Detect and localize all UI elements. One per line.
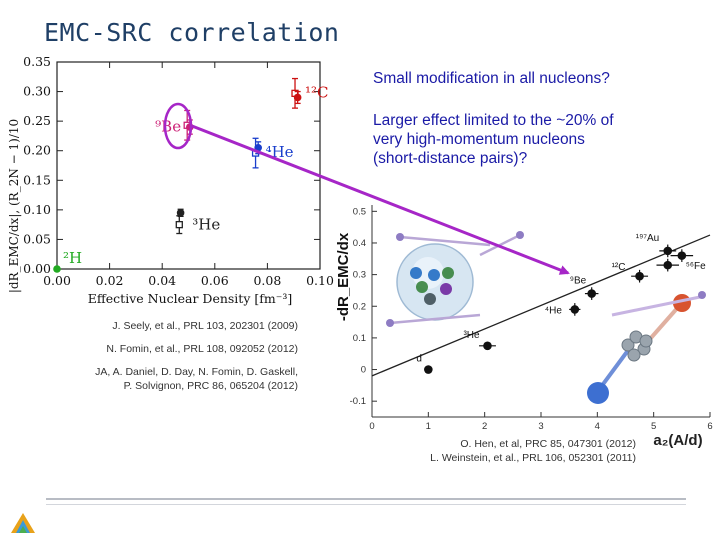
right-data-point bbox=[483, 341, 492, 351]
right-point-label: ¹²C bbox=[612, 262, 626, 273]
footer-divider bbox=[46, 498, 686, 500]
knocked-nucleon-icon bbox=[587, 382, 609, 404]
hypothesis-note: Larger effect limited to the ~20% of ver… bbox=[373, 111, 614, 168]
left-point-label: ³He bbox=[192, 216, 220, 234]
footer-divider-thin bbox=[46, 504, 686, 505]
right-ytick-label: -0.1 bbox=[350, 396, 366, 407]
left-r2n-point bbox=[186, 123, 194, 131]
left-ytick-label: 0.20 bbox=[23, 143, 51, 158]
left-emc-point bbox=[175, 220, 183, 229]
right-point-label: ³He bbox=[463, 330, 480, 341]
hypothesis-line-3: (short-distance pairs)? bbox=[373, 150, 528, 167]
left-r2n-point bbox=[254, 143, 262, 152]
hypothesis-line-1: Larger effect limited to the ~20% of bbox=[373, 112, 614, 129]
right-citations: O. Hen, et al, PRC 85, 047301 (2012) L. … bbox=[380, 437, 636, 465]
nucleon-icon bbox=[424, 293, 436, 305]
right-xtick-label: 2 bbox=[482, 421, 487, 432]
nucleon-small-icon bbox=[516, 231, 524, 239]
nucleon-track-icon bbox=[399, 235, 491, 247]
nucleon-track-icon bbox=[389, 313, 481, 325]
nucleon-icon bbox=[428, 269, 440, 281]
right-point-label: d bbox=[416, 354, 422, 365]
right-ytick-label: 0.4 bbox=[353, 238, 366, 249]
left-point-label: ¹²C bbox=[305, 83, 329, 101]
emc-density-chart: |dR_EMC/dx|, (R_2N − 1)/10 0.000.050.100… bbox=[7, 54, 334, 306]
citation-seely: J. Seely, et al., PRL 103, 202301 (2009) bbox=[112, 320, 298, 332]
left-ytick-label: 0.10 bbox=[23, 202, 51, 217]
left-point-label: ⁹Be bbox=[155, 117, 181, 135]
right-point-label: ¹⁹⁷Au bbox=[636, 233, 659, 244]
right-ylabel: -dR_EMC/dx bbox=[335, 232, 352, 321]
nucleon-track-icon bbox=[611, 295, 701, 317]
left-xlabel: Effective Nuclear Density [fm⁻³] bbox=[88, 291, 292, 306]
right-point-label: ⁹Be bbox=[570, 276, 587, 287]
citation-weinstein: L. Weinstein, et al., PRL 106, 052301 (2… bbox=[430, 452, 636, 464]
institution-logo-icon bbox=[11, 513, 35, 533]
question-note: Small modification in all nucleons? bbox=[373, 70, 610, 87]
citation-arrington-1: JA, A. Daniel, D. Day, N. Fomin, D. Gask… bbox=[95, 366, 298, 378]
right-data-point bbox=[663, 260, 673, 270]
nucleon-pair-icon bbox=[627, 348, 641, 362]
nucleon-pair-icon bbox=[639, 334, 653, 348]
right-data-point bbox=[635, 271, 644, 281]
left-xtick-label: 0.04 bbox=[148, 273, 176, 288]
right-ytick-label: 0.2 bbox=[353, 301, 366, 312]
nucleon-small-icon bbox=[396, 233, 404, 241]
nucleon-icon bbox=[440, 283, 452, 295]
right-ytick-label: 0.1 bbox=[353, 333, 366, 344]
nucleon-pair-icon bbox=[621, 338, 635, 352]
left-citations: J. Seely, et al., PRL 103, 202301 (2009)… bbox=[60, 319, 298, 393]
right-data-point bbox=[663, 246, 673, 256]
right-xtick-label: 5 bbox=[651, 421, 656, 432]
right-ytick-label: 0.3 bbox=[353, 270, 366, 281]
citation-arrington-2: P. Solvignon, PRC 86, 065204 (2012) bbox=[123, 380, 298, 392]
nucleon-icon bbox=[416, 281, 428, 293]
right-point-label: ⁵⁶Fe bbox=[686, 261, 706, 272]
left-plot-area: 0.00 0.05 0.10 0.15 0.20 0.25 0.30 0.35 0.00 0.02… bbox=[23, 54, 334, 288]
right-xtick-label: 3 bbox=[538, 421, 543, 432]
left-xtick-label: 0.08 bbox=[253, 273, 281, 288]
right-ytick-label: 0.5 bbox=[353, 206, 366, 217]
left-ytick-label: 0.15 bbox=[23, 172, 51, 187]
nucleon-track-icon bbox=[648, 303, 682, 341]
nucleon-small-icon bbox=[698, 291, 706, 299]
right-point-label: ⁴He bbox=[545, 305, 563, 316]
nucleon-track-icon bbox=[596, 343, 634, 393]
nucleon-icon bbox=[410, 267, 422, 279]
left-r2n-point bbox=[293, 93, 302, 102]
left-plot-frame bbox=[56, 61, 321, 270]
left-r2n-point bbox=[53, 265, 61, 273]
hypothesis-line-2: very high-momentum nucleons bbox=[373, 131, 585, 148]
left-ytick-label: 0.35 bbox=[23, 54, 51, 69]
right-fit-line bbox=[371, 234, 711, 377]
right-xtick-label: 0 bbox=[369, 421, 374, 432]
right-xtick-label: 1 bbox=[426, 421, 431, 432]
citation-hen: O. Hen, et al, PRC 85, 047301 (2012) bbox=[460, 438, 636, 450]
left-ytick-label: 0.25 bbox=[23, 113, 51, 128]
left-xtick-label: 0.10 bbox=[306, 273, 334, 288]
left-ytick-label: 0.05 bbox=[23, 231, 51, 246]
nucleon-icon bbox=[442, 267, 454, 279]
slide-title: EMC-SRC correlation bbox=[44, 18, 340, 47]
left-xtick-label: 0.02 bbox=[96, 273, 124, 288]
left-ytick-label: 0.30 bbox=[23, 84, 51, 99]
right-data-point bbox=[570, 305, 580, 314]
left-r2n-point bbox=[176, 209, 185, 217]
citation-fomin: N. Fomin, et al., PRL 108, 092052 (2012) bbox=[106, 343, 298, 355]
left-ytick-label: 0.00 bbox=[23, 261, 51, 276]
left-point-label: ²H bbox=[63, 249, 82, 267]
left-xtick-label: 0.00 bbox=[43, 273, 71, 288]
right-data-point bbox=[424, 365, 433, 374]
left-point-label: ⁴He bbox=[266, 143, 294, 161]
right-data-point bbox=[677, 251, 687, 260]
right-xlabel: a₂(A/d) bbox=[653, 432, 702, 449]
right-plot-area: -0.1 0 0.1 0.2 0.3 0.4 0.5 0 1 2 3 4 5 6 d ³He ⁴He ⁹Be ¹²C… bbox=[350, 205, 713, 432]
right-ytick-label: 0 bbox=[361, 365, 366, 376]
left-ylabel: |dR_EMC/dx|, (R_2N − 1)/10 bbox=[7, 119, 21, 293]
right-xtick-label: 6 bbox=[707, 421, 712, 432]
right-data-point bbox=[587, 289, 596, 298]
nucleon-small-icon bbox=[386, 319, 394, 327]
left-xtick-label: 0.06 bbox=[201, 273, 229, 288]
right-xtick-label: 4 bbox=[595, 421, 600, 432]
